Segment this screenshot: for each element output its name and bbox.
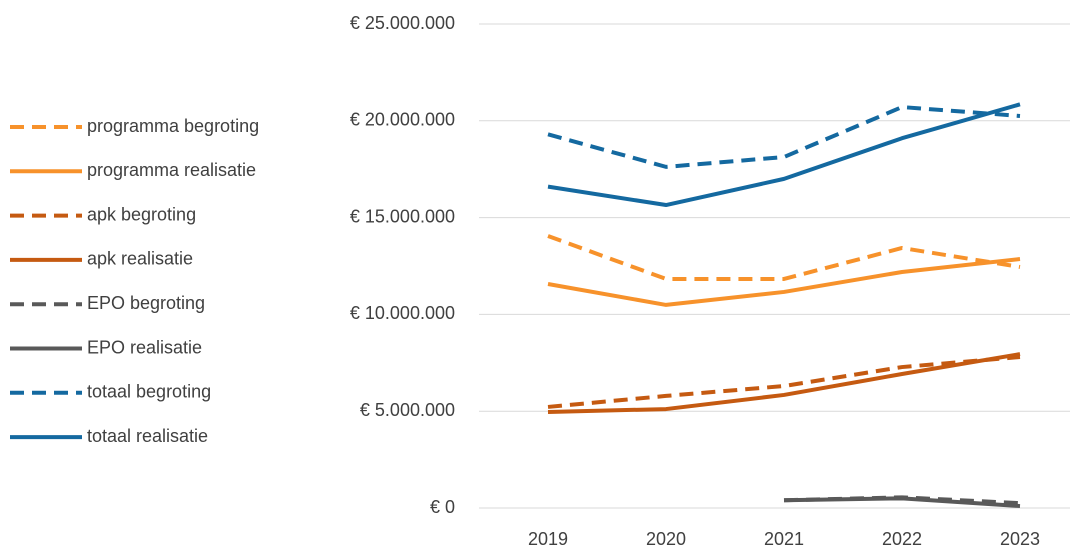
y-tick-label: € 25.000.000 [350, 13, 455, 33]
legend-label: apk realisatie [87, 249, 193, 269]
legend-label: EPO begroting [87, 293, 205, 313]
y-tick-label: € 15.000.000 [350, 206, 455, 226]
series-line [547, 234, 1021, 281]
legend-label: apk begroting [87, 204, 196, 224]
legend-label: EPO realisatie [87, 337, 202, 357]
series-line [547, 105, 1021, 169]
x-tick-label: 2020 [646, 529, 686, 548]
series-line [547, 352, 1021, 414]
y-tick-label: € 10.000.000 [350, 303, 455, 323]
series-line [547, 102, 1021, 208]
x-tick-label: 2022 [882, 529, 922, 548]
y-tick-label: € 20.000.000 [350, 110, 455, 130]
legend-label: programma begroting [87, 116, 259, 136]
legend-label: totaal realisatie [87, 426, 208, 446]
x-tick-label: 2019 [528, 529, 568, 548]
y-tick-label: € 5.000.000 [360, 400, 455, 420]
series-line [547, 257, 1021, 307]
x-tick-label: 2023 [1000, 529, 1040, 548]
legend-label: programma realisatie [87, 160, 256, 180]
x-tick-label: 2021 [764, 529, 804, 548]
y-tick-label: € 0 [430, 497, 455, 517]
legend-label: totaal begroting [87, 382, 211, 402]
series-line [547, 354, 1021, 409]
series-line [783, 496, 1021, 509]
